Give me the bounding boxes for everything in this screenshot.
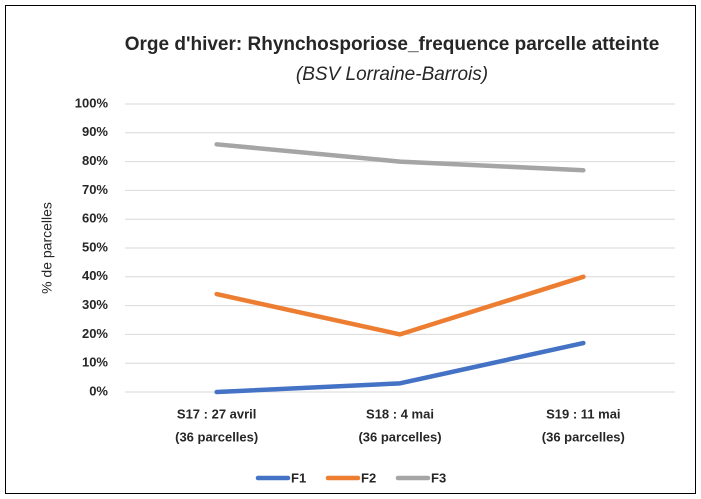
title-main: Orge d'hiver: Rhynchosporiose_frequence …: [125, 34, 660, 55]
y-tick-label: 50%: [82, 239, 108, 254]
legend-label: F1: [291, 470, 306, 485]
series-line: [214, 340, 586, 395]
y-tick-label: 20%: [82, 326, 108, 341]
y-tick-label: 80%: [82, 153, 108, 168]
y-tick-label: 90%: [82, 124, 108, 139]
x-tick-label: S17 : 27 avril: [177, 406, 257, 421]
x-tick-label: S18 : 4 mai: [366, 406, 434, 421]
subtitle: (BSV Lorraine-Barrois): [296, 64, 488, 85]
legend-label: F2: [361, 470, 376, 485]
y-tick-label: 0%: [89, 383, 108, 398]
x-tick-label: (36 parcelles): [358, 429, 441, 444]
series-line: [214, 142, 586, 173]
y-tick-label: 70%: [82, 182, 108, 197]
x-tick-label: S19 : 11 mai: [546, 406, 620, 421]
x-tick-label: (36 parcelles): [175, 429, 258, 444]
series-line: [214, 274, 586, 337]
chart-border: [5, 5, 696, 494]
legend-label: F3: [431, 470, 446, 485]
y-tick-label: 30%: [82, 297, 108, 312]
y-axis-label: % de parcelles: [39, 202, 55, 294]
y-tick-label: 40%: [82, 268, 108, 283]
y-tick-label: 100%: [75, 95, 109, 110]
y-tick-label: 60%: [82, 211, 108, 226]
x-tick-label: (36 parcelles): [542, 429, 625, 444]
y-tick-label: 10%: [82, 355, 108, 370]
chart-subtitle: (BSV Lorraine-Barrois): [296, 64, 488, 85]
chart-title: Orge d'hiver: Rhynchosporiose_frequence …: [125, 34, 660, 55]
